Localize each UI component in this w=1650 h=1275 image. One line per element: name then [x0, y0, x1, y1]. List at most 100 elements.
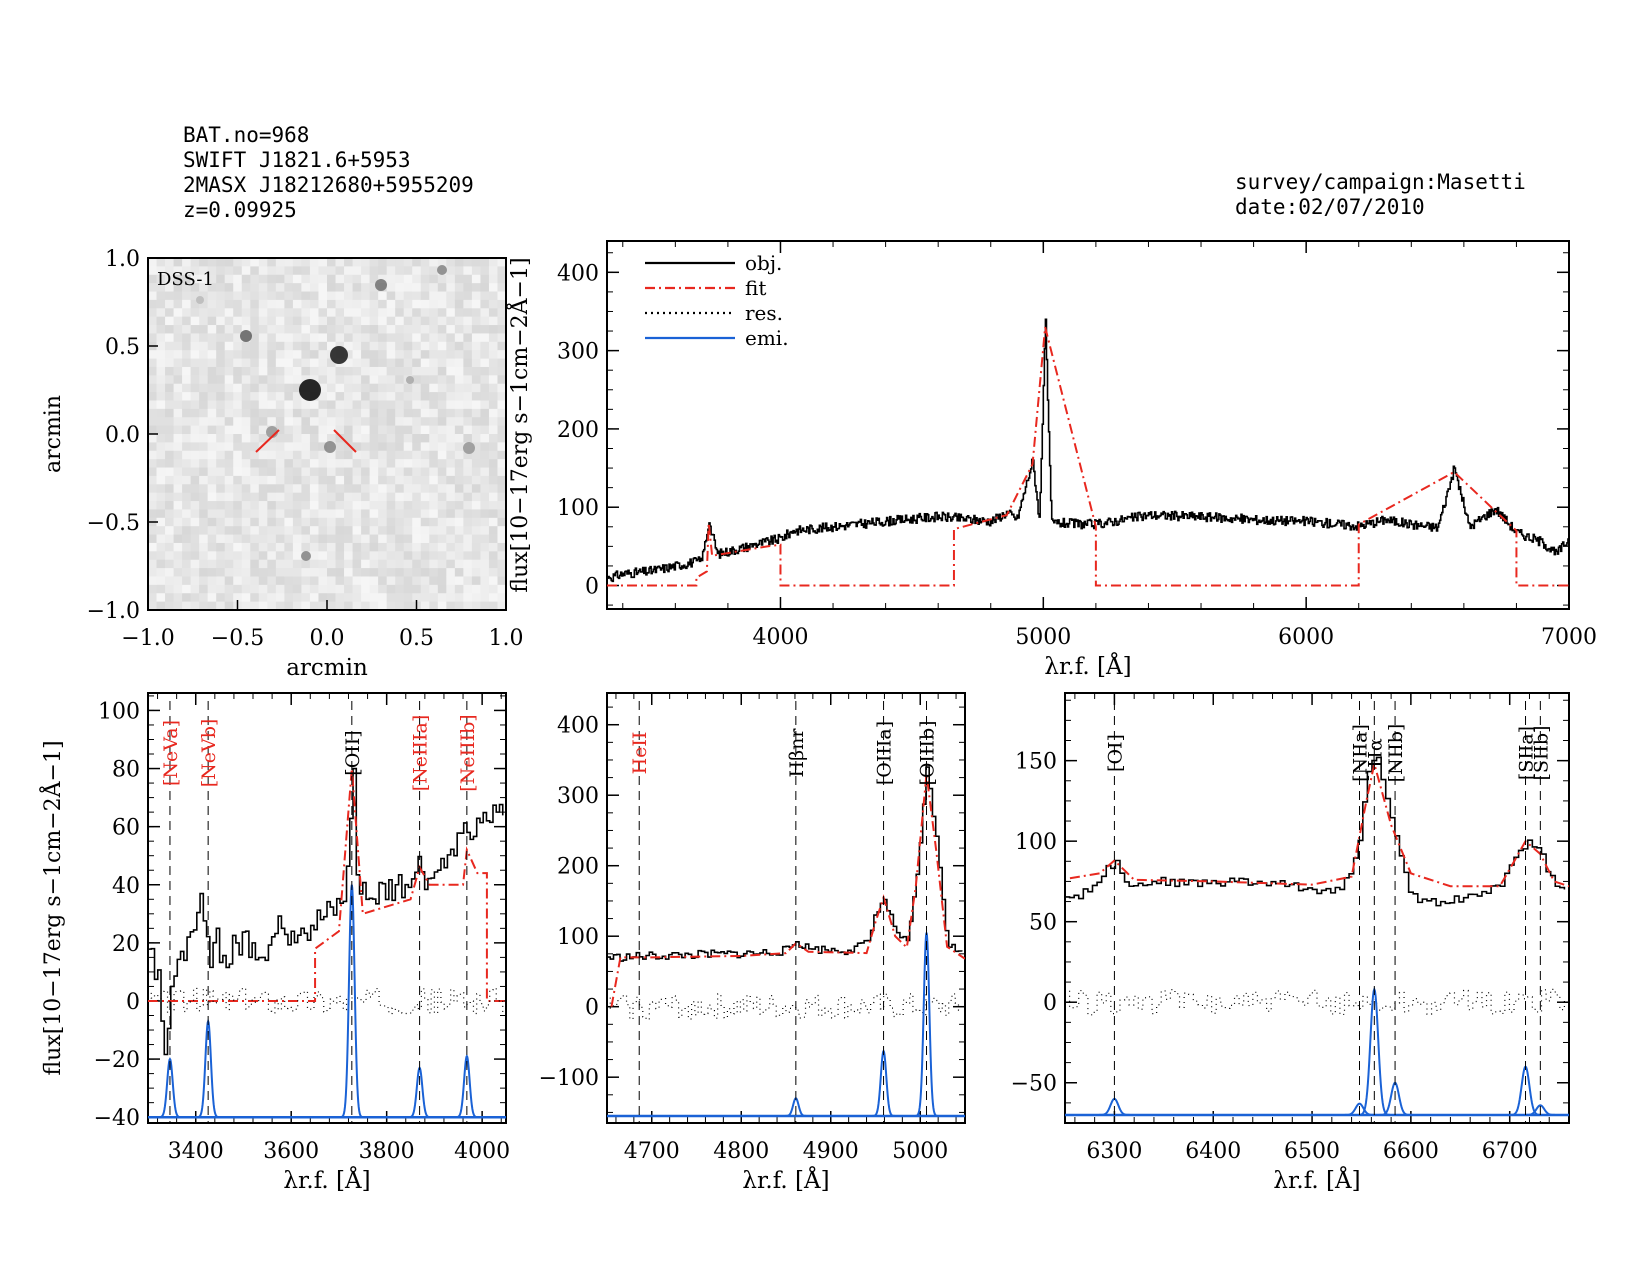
image-pixel [420, 375, 430, 385]
image-pixel [258, 434, 268, 443]
image-pixel [241, 568, 251, 577]
image-pixel [463, 584, 473, 594]
image-pixel [156, 551, 166, 561]
image-pixel [156, 258, 166, 267]
image-pixel [216, 593, 226, 603]
y-tick-label: 300 [557, 340, 599, 365]
image-pixel [165, 308, 175, 318]
image-pixel [292, 358, 302, 368]
image-pixel [480, 593, 490, 603]
image-pixel [378, 450, 388, 460]
image-pixel [446, 400, 456, 410]
image-pixel [412, 258, 422, 267]
image-pixel [378, 341, 388, 351]
image-pixel [284, 459, 294, 469]
image-pixel [284, 383, 294, 393]
y-axis-label: flux[10−17erg s−1cm−2Å−1] [505, 257, 533, 592]
image-pixel [480, 484, 490, 494]
image-pixel [403, 316, 413, 326]
image-pixel [267, 584, 277, 594]
image-pixel [412, 526, 422, 536]
image-pixel [463, 325, 473, 334]
image-pixel [190, 325, 200, 334]
image-pixel [258, 551, 268, 561]
image-pixel [182, 350, 192, 360]
image-pixel [446, 568, 456, 577]
image-pixel [497, 316, 506, 326]
image-pixel [258, 333, 268, 343]
image-pixel [224, 341, 234, 351]
image-pixel [429, 459, 439, 469]
image-pixel [173, 484, 183, 494]
image-pixel [327, 517, 337, 527]
image-pixel [275, 434, 285, 443]
image-pixel [165, 400, 175, 410]
image-pixel [233, 316, 243, 326]
image-pixel [258, 291, 268, 301]
image-pixel [378, 551, 388, 561]
image-pixel [488, 417, 498, 427]
image-pixel [165, 299, 175, 309]
image-pixel [156, 534, 166, 544]
image-pixel [352, 316, 362, 326]
image-pixel [488, 425, 498, 435]
image-pixel [361, 450, 371, 460]
image-pixel [463, 551, 473, 561]
image-pixel [148, 484, 158, 494]
image-pixel [352, 534, 362, 544]
image-pixel [463, 375, 473, 385]
image-pixel [301, 509, 311, 519]
image-pixel [173, 459, 183, 469]
y-tick-label: 60 [112, 816, 140, 841]
image-pixel [412, 517, 422, 527]
image-pixel [429, 467, 439, 477]
image-pixel [403, 509, 413, 519]
2mass-name: 2MASX J18212680+5955209 [183, 173, 474, 197]
image-pixel [250, 517, 260, 527]
image-pixel [344, 383, 354, 393]
image-pixel [292, 551, 302, 561]
y-tick-label: 300 [557, 784, 599, 809]
image-pixel [327, 425, 337, 435]
image-pixel [165, 425, 175, 435]
image-pixel [182, 408, 192, 418]
image-pixel [156, 375, 166, 385]
image-pixel [488, 325, 498, 334]
image-pixel [488, 568, 498, 577]
image-pixel [420, 308, 430, 318]
image-pixel [352, 274, 362, 284]
image-pixel [378, 400, 388, 410]
star-source [196, 296, 204, 304]
image-pixel [378, 425, 388, 435]
image-pixel [148, 509, 158, 519]
image-pixel [156, 417, 166, 427]
image-pixel [216, 459, 226, 469]
y-tick-label: 1.0 [105, 247, 140, 272]
image-pixel [335, 534, 345, 544]
image-pixel [309, 542, 319, 552]
image-pixel [250, 601, 260, 610]
image-pixel [148, 366, 158, 376]
image-pixel [301, 341, 311, 351]
image-pixel [344, 584, 354, 594]
image-pixel [275, 584, 285, 594]
image-pixel [497, 459, 506, 469]
image-pixel [327, 366, 337, 376]
image-pixel [216, 274, 226, 284]
image-pixel [446, 601, 456, 610]
image-pixel [403, 400, 413, 410]
image-pixel [395, 542, 405, 552]
image-pixel [454, 325, 464, 334]
image-pixel [480, 291, 490, 301]
image-pixel [233, 551, 243, 561]
image-pixel [429, 283, 439, 293]
image-pixel [446, 551, 456, 561]
image-pixel [446, 475, 456, 485]
image-pixel [275, 601, 285, 610]
image-pixel [207, 475, 217, 485]
image-pixel [463, 559, 473, 569]
image-pixel [156, 341, 166, 351]
x-tick-label: −0.5 [211, 626, 264, 651]
image-pixel [386, 350, 396, 360]
image-pixel [395, 509, 405, 519]
